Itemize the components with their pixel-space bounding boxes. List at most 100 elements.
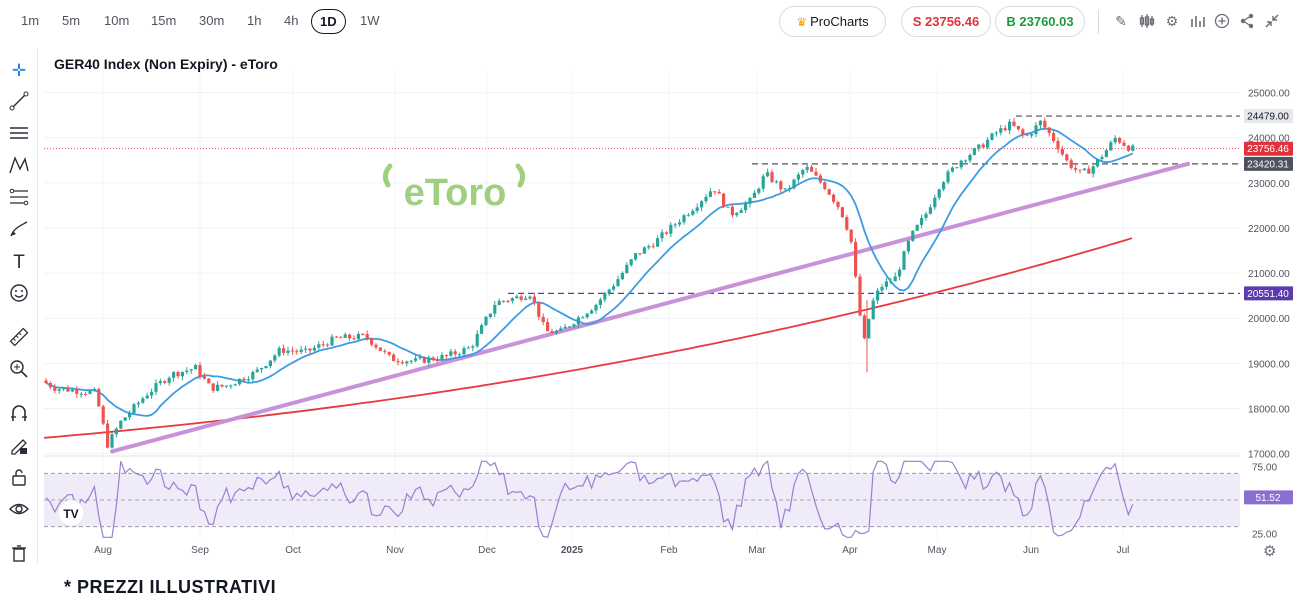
plus-circle-icon[interactable] xyxy=(1213,12,1231,30)
rsi-pane xyxy=(44,460,1240,538)
candle-body xyxy=(1060,149,1064,155)
x-tick-label: 2025 xyxy=(561,545,584,556)
candle-body xyxy=(840,207,844,218)
candle-body xyxy=(238,378,242,385)
candle-body xyxy=(1008,121,1012,131)
zoom-icon[interactable] xyxy=(6,358,32,384)
candle-body xyxy=(585,313,589,318)
candle-body xyxy=(867,319,871,339)
candle-body xyxy=(1021,129,1025,135)
candle-body xyxy=(920,217,924,225)
fib-icon[interactable] xyxy=(6,186,32,212)
brush-icon[interactable] xyxy=(6,218,32,244)
pattern-icon[interactable] xyxy=(6,154,32,180)
candle-body xyxy=(713,191,717,193)
candle-body xyxy=(475,333,479,347)
candle-body xyxy=(964,160,968,162)
candle-body xyxy=(669,224,673,234)
candle-body xyxy=(216,384,220,391)
candle-body xyxy=(849,229,853,242)
gear-icon[interactable]: ⚙ xyxy=(1165,13,1179,29)
candle-body xyxy=(660,232,664,239)
candle-body xyxy=(576,317,580,325)
lock-draw-icon[interactable] xyxy=(6,434,32,460)
candle-body xyxy=(704,196,708,202)
timeframe-5m[interactable]: 5m xyxy=(62,13,81,28)
pencil-icon[interactable]: ✎ xyxy=(1115,13,1127,29)
candle-body xyxy=(361,333,365,335)
lock-icon[interactable] xyxy=(6,466,32,492)
candle-body xyxy=(242,378,246,381)
candle-body xyxy=(84,393,88,395)
candle-body xyxy=(264,366,268,369)
buy-button[interactable]: B 23760.03 xyxy=(995,6,1085,37)
crosshair-icon[interactable]: ✛ xyxy=(11,61,27,80)
share-icon[interactable] xyxy=(1238,12,1256,30)
timeframe-1w[interactable]: 1W xyxy=(360,13,380,28)
timeframe-15m[interactable]: 15m xyxy=(151,13,177,28)
candle-body xyxy=(845,217,849,230)
text-icon[interactable]: T xyxy=(13,252,25,273)
timeframe-1m[interactable]: 1m xyxy=(21,13,40,28)
rsi-value-label: 51.52 xyxy=(1255,493,1280,504)
y-tick-label: 19000.00 xyxy=(1248,359,1290,370)
candle-body xyxy=(541,316,545,323)
candle-body xyxy=(119,420,123,429)
candle-body xyxy=(858,276,862,316)
rsi-tick-label: 75.00 xyxy=(1252,463,1277,474)
candle-body xyxy=(75,389,79,394)
candle-body xyxy=(106,423,110,448)
prochart-button[interactable]: ♛ ProCharts xyxy=(779,6,886,37)
candle-body xyxy=(1052,133,1056,142)
candle-body xyxy=(700,201,704,208)
y-tick-label: 18000.00 xyxy=(1248,405,1290,416)
indicators-icon[interactable] xyxy=(1188,12,1206,30)
horizontal-lines-icon[interactable] xyxy=(6,122,32,148)
candle-body xyxy=(598,299,602,305)
candle-body xyxy=(902,251,906,270)
candle-body xyxy=(673,224,677,226)
candle-body xyxy=(770,172,774,182)
candle-body xyxy=(946,171,950,183)
candle-body xyxy=(229,385,233,387)
candle-body xyxy=(616,279,620,287)
moving-average-slow xyxy=(44,237,1133,439)
candle-body xyxy=(625,264,629,273)
magnet-icon[interactable] xyxy=(6,402,32,428)
timeframe-1d[interactable]: 1D xyxy=(311,9,346,34)
candle-body xyxy=(224,385,228,387)
candle-body xyxy=(911,230,915,241)
x-tick-label: Dec xyxy=(478,545,496,556)
ruler-icon[interactable] xyxy=(6,326,32,352)
support-price-label: 23420.31 xyxy=(1247,159,1289,170)
emoji-icon[interactable] xyxy=(6,282,32,308)
timeframe-1h[interactable]: 1h xyxy=(247,13,262,28)
candle-body xyxy=(1100,157,1104,160)
timeframe-10m[interactable]: 10m xyxy=(104,13,130,28)
candle-body xyxy=(1131,145,1135,151)
trendline[interactable] xyxy=(110,161,1190,454)
timeframe-30m[interactable]: 30m xyxy=(199,13,225,28)
timeframe-4h[interactable]: 4h xyxy=(284,13,299,28)
trendline-icon[interactable] xyxy=(6,90,32,116)
candle-body xyxy=(1069,160,1073,169)
candles-icon[interactable] xyxy=(1138,12,1156,30)
candle-body xyxy=(348,334,352,339)
candle-body xyxy=(647,246,651,248)
y-tick-label: 17000.00 xyxy=(1248,450,1290,461)
candle-body xyxy=(1087,168,1091,174)
candle-body xyxy=(928,207,932,214)
candle-body xyxy=(796,174,800,180)
gear-icon[interactable]: ⚙ xyxy=(1263,543,1277,560)
collapse-icon[interactable] xyxy=(1263,12,1281,30)
trash-icon[interactable] xyxy=(6,542,32,568)
candle-body xyxy=(471,346,475,348)
candle-body xyxy=(1109,142,1113,151)
sell-button[interactable]: S 23756.46 xyxy=(901,6,991,37)
eye-icon[interactable] xyxy=(6,498,32,524)
toolbar-divider xyxy=(1098,10,1099,34)
candle-body xyxy=(436,360,440,362)
candle-body xyxy=(550,331,554,334)
candle-body xyxy=(862,315,866,339)
